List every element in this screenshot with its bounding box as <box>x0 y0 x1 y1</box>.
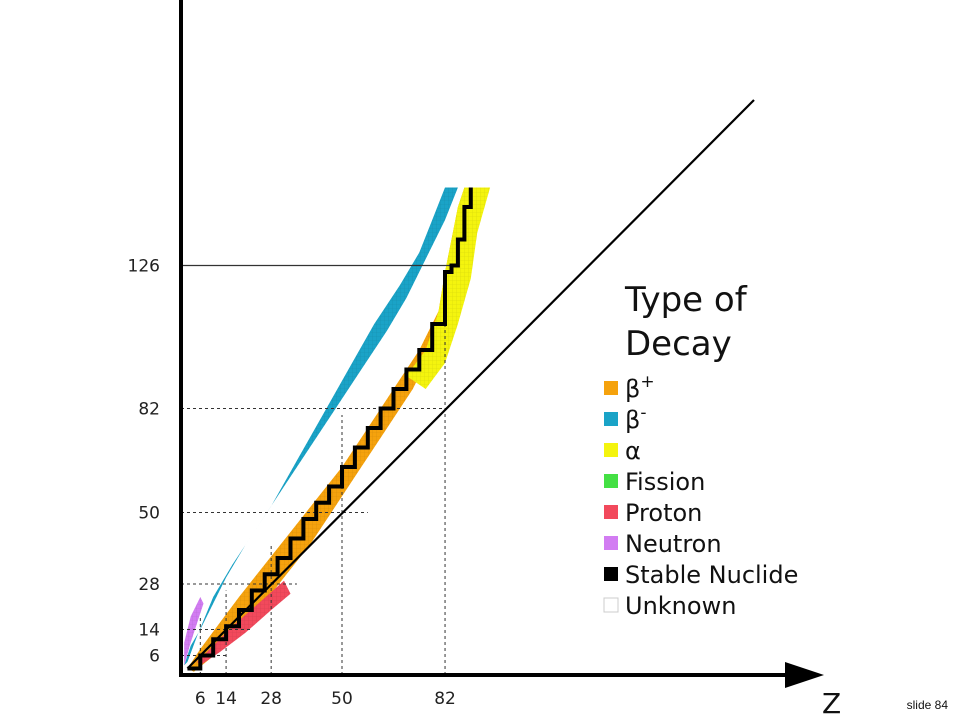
legend-swatch-beta_minus <box>604 412 618 426</box>
legend-sup-beta_minus: - <box>640 403 646 423</box>
magic-number-gridlines <box>181 264 458 675</box>
reference-line <box>186 99 755 670</box>
legend-label-fission: Fission <box>625 468 705 496</box>
legend-entry-beta_plus: β+ <box>604 372 655 403</box>
region-texture-beta_plus <box>187 187 478 672</box>
stable-nuclide-path <box>187 187 473 671</box>
y-tick-6: 6 <box>149 647 160 667</box>
legend-entry-fission: Fission <box>604 468 705 496</box>
region-texture-neutron <box>184 597 204 666</box>
x-tick-6: 6 <box>195 689 206 709</box>
legend-swatch-stable <box>604 567 618 581</box>
y-tick-50: 50 <box>138 504 160 524</box>
legend-label-neutron: Neutron <box>625 530 722 558</box>
x-tick-82: 82 <box>434 689 456 709</box>
y-tick-82: 82 <box>138 400 160 420</box>
legend-title-line2: Decay <box>625 324 732 364</box>
legend-label-beta_minus: β- <box>625 403 646 434</box>
legend-label-stable: Stable Nuclide <box>625 561 798 589</box>
legend-label-unknown: Unknown <box>625 592 736 620</box>
legend-entry-proton: Proton <box>604 499 702 527</box>
x-tick-14: 14 <box>215 689 237 709</box>
legend-entry-neutron: Neutron <box>604 530 722 558</box>
region-texture-alpha <box>406 187 491 389</box>
slide-number: slide 84 <box>906 698 948 712</box>
decay-regions <box>184 187 491 672</box>
y-tick-126: 126 <box>128 257 160 277</box>
legend-swatch-unknown <box>603 597 619 613</box>
legend: Type of Decay β+β-α Fission Proton Neutron S… <box>603 280 798 620</box>
region-texture-beta_minus <box>184 187 458 666</box>
legend-entry-unknown: Unknown <box>603 592 736 620</box>
legend-swatch-beta_plus <box>604 381 618 395</box>
legend-title: Type of <box>624 280 748 320</box>
legend-entry-beta_minus: β- <box>604 403 646 434</box>
legend-swatch-neutron <box>604 536 618 550</box>
legend-label-proton: Proton <box>625 499 702 527</box>
x-tick-28: 28 <box>260 689 282 709</box>
legend-swatch-fission <box>604 474 618 488</box>
legend-entry-alpha: α <box>604 437 641 465</box>
legend-label-alpha: α <box>625 437 641 465</box>
y-tick-28: 28 <box>138 575 160 595</box>
legend-swatch-proton <box>604 505 618 519</box>
legend-sup-beta_plus: + <box>640 372 654 392</box>
legend-swatch-alpha <box>604 443 618 457</box>
legend-entry-stable: Stable Nuclide <box>604 561 798 589</box>
x-axis-arrowhead <box>785 662 824 688</box>
legend-label-beta_plus: β+ <box>625 372 655 403</box>
x-axis-label: Z <box>822 687 841 720</box>
stable-nuclide-staircase <box>187 187 473 671</box>
region-texture-proton <box>197 580 291 666</box>
axes <box>179 0 824 688</box>
n-equals-z-line <box>186 99 755 670</box>
tick-labels: 6 14 28 50 82 126 6 14 28 50 82 <box>128 257 456 710</box>
y-tick-14: 14 <box>138 621 160 641</box>
x-tick-50: 50 <box>331 689 353 709</box>
region-beta_plus <box>187 187 478 672</box>
